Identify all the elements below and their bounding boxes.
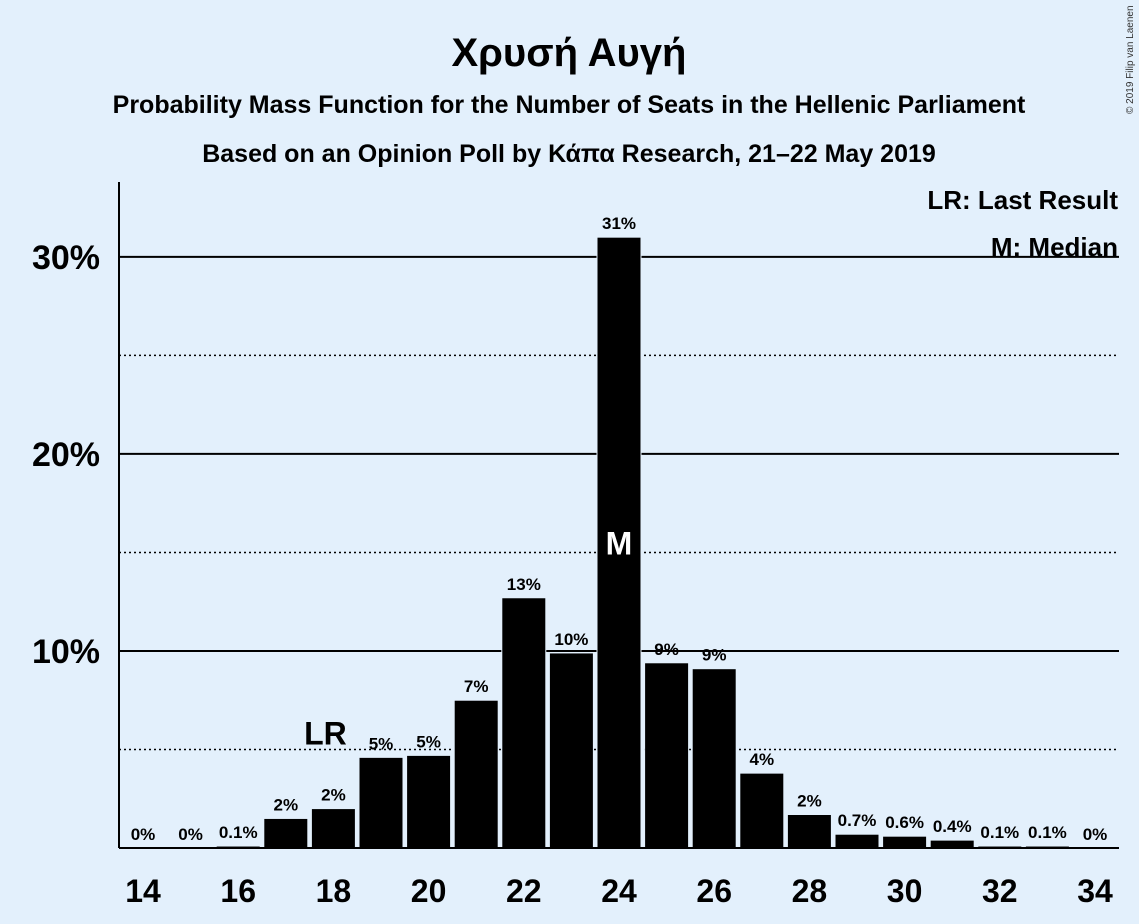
chart-subtitle-1: Probability Mass Function for the Number… xyxy=(113,91,1026,119)
bar xyxy=(501,597,547,849)
bar xyxy=(310,808,356,849)
bar-value-label: 2% xyxy=(797,792,822,811)
bar xyxy=(691,668,737,849)
bar-value-label: 0% xyxy=(131,825,156,844)
x-axis-ticks: 14 16 18 20 22 24 26 28 30 32 34 xyxy=(125,873,1113,909)
bar xyxy=(406,754,452,849)
bars xyxy=(215,236,1070,849)
bar-value-label: 13% xyxy=(507,575,541,594)
y-tick-label: 10% xyxy=(32,633,100,671)
chart-subtitle-2: Based on an Opinion Poll by Κάπα Researc… xyxy=(202,140,936,168)
x-tick-label: 22 xyxy=(506,873,542,909)
bar-value-label: 10% xyxy=(554,630,588,649)
bar-value-label: 7% xyxy=(464,677,489,696)
bar xyxy=(882,835,928,849)
bar-value-label: 9% xyxy=(702,646,727,665)
bar-value-label: 2% xyxy=(274,795,299,814)
bar xyxy=(644,662,690,849)
copyright-note: © 2019 Filip van Laenen xyxy=(1125,5,1136,114)
x-tick-label: 16 xyxy=(220,873,256,909)
bar-value-label: 0% xyxy=(1083,825,1108,844)
x-tick-label: 32 xyxy=(982,873,1018,909)
bar xyxy=(739,772,785,849)
bar-value-label: 4% xyxy=(750,750,775,769)
bar-value-label: 31% xyxy=(602,214,636,233)
x-tick-label: 26 xyxy=(696,873,732,909)
bar xyxy=(834,833,880,849)
x-tick-label: 20 xyxy=(411,873,447,909)
bar-value-label: 0.1% xyxy=(980,823,1019,842)
bar xyxy=(358,756,404,849)
bar-value-label: 0.1% xyxy=(219,823,258,842)
bar-value-label: 5% xyxy=(369,734,394,753)
legend-last-result: LR: Last Result xyxy=(927,185,1118,215)
bar xyxy=(596,236,642,849)
bar xyxy=(263,817,309,849)
median-marker: M xyxy=(606,526,633,562)
bar xyxy=(453,699,499,849)
chart-title: Χρυσή Αυγή xyxy=(452,31,687,75)
bar-value-label: 0% xyxy=(178,825,203,844)
x-tick-label: 28 xyxy=(792,873,828,909)
bar xyxy=(548,652,594,849)
x-tick-label: 14 xyxy=(125,873,161,909)
y-tick-label: 30% xyxy=(32,239,100,277)
bar-value-labels: 0% 0% 0.1% 2% 2% 5% 5% 7% 13% 10% 31% 9% 9% 4% 2% 0.7% 0… xyxy=(131,214,1108,844)
y-tick-label: 20% xyxy=(32,436,100,474)
x-tick-label: 24 xyxy=(601,873,637,909)
last-result-marker: LR xyxy=(304,716,347,752)
legend-median: M: Median xyxy=(991,232,1118,262)
x-tick-label: 30 xyxy=(887,873,923,909)
bar xyxy=(929,839,975,849)
bar-value-label: 0.4% xyxy=(933,817,972,836)
bar-value-label: 9% xyxy=(654,640,679,659)
bar-value-label: 0.7% xyxy=(838,811,877,830)
bar xyxy=(786,814,832,849)
y-axis-ticks: 10% 20% 30% xyxy=(32,239,100,671)
bar-value-label: 5% xyxy=(416,732,441,751)
bar-value-label: 0.6% xyxy=(885,813,924,832)
bar-value-label: 2% xyxy=(321,786,346,805)
x-tick-label: 18 xyxy=(316,873,352,909)
x-tick-label: 34 xyxy=(1077,873,1113,909)
bar-value-label: 0.1% xyxy=(1028,823,1067,842)
